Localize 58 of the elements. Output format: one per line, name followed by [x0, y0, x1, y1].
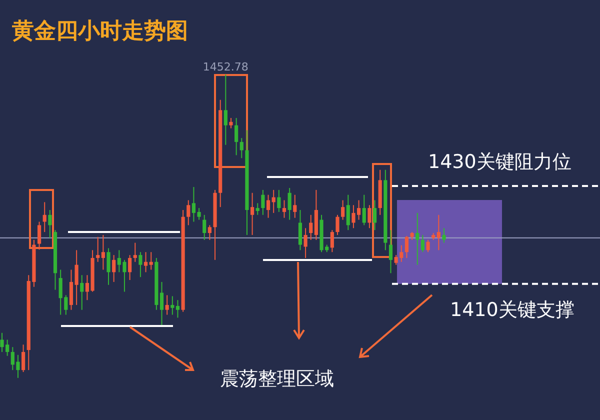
candlestick — [149, 252, 153, 270]
candlestick — [426, 239, 430, 253]
candlestick — [309, 214, 313, 240]
candlestick — [176, 300, 180, 318]
candlestick — [436, 214, 440, 251]
candlestick — [106, 248, 110, 286]
candlestick — [240, 138, 244, 159]
candlestick — [250, 192, 254, 236]
candlestick — [22, 344, 26, 373]
annotation: 1452.78 — [202, 60, 248, 74]
candlestick — [170, 296, 174, 316]
candlestick — [186, 200, 190, 226]
candlestick — [388, 230, 393, 274]
text: 黄金四小时走势图 — [11, 18, 188, 44]
candlestick — [272, 189, 276, 214]
candlestick — [128, 254, 132, 280]
candlestick — [42, 202, 46, 233]
candlestick — [404, 235, 409, 258]
candlestick — [229, 117, 233, 129]
candlestick — [277, 189, 281, 212]
candlestick — [416, 212, 420, 266]
candlestick — [80, 274, 84, 310]
candlestick — [69, 269, 74, 310]
candlestick — [138, 252, 142, 278]
candlestick — [298, 210, 302, 251]
candlestick — [368, 204, 372, 229]
candlestick — [442, 228, 446, 244]
candlestick — [282, 200, 286, 218]
candlestick — [48, 210, 52, 238]
candlestick — [362, 194, 366, 226]
candlestick — [420, 234, 424, 253]
ref-line-label: 1410关键支撑 — [450, 298, 574, 321]
candlestick — [224, 74, 228, 146]
candlestick — [336, 214, 340, 236]
candlestick — [266, 194, 270, 218]
candlestick — [330, 230, 334, 253]
candlestick — [37, 221, 42, 250]
candlestick — [160, 281, 164, 326]
candlestick — [293, 194, 297, 218]
candlestick — [202, 214, 206, 240]
annotation: 震荡整理区域 — [220, 368, 334, 390]
candlestick — [256, 202, 260, 216]
candlestick — [165, 294, 169, 316]
candlestick — [96, 236, 100, 262]
candlestick — [112, 254, 116, 282]
candlestick — [101, 234, 105, 270]
candlestick — [346, 194, 350, 231]
candlestick — [133, 242, 137, 262]
candlestick — [261, 189, 265, 216]
candlestick — [234, 117, 238, 156]
ref-line-label: 1430关键阻力位 — [428, 151, 572, 174]
candlestick — [304, 228, 308, 258]
candlestick — [288, 187, 292, 220]
candlestick — [74, 250, 78, 306]
candlestick — [144, 252, 148, 273]
candlestick — [208, 224, 212, 240]
candlestick — [341, 200, 345, 220]
candlestick — [372, 200, 377, 231]
